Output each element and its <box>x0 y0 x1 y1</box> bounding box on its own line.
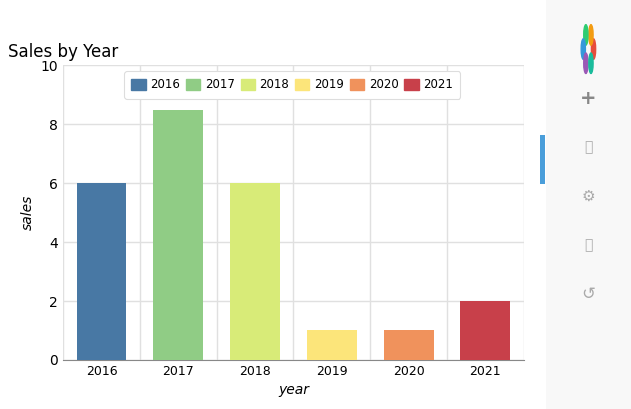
Bar <box>307 330 357 360</box>
Text: 💾: 💾 <box>584 238 593 252</box>
X-axis label: year: year <box>278 383 309 397</box>
Circle shape <box>581 39 586 59</box>
Y-axis label: sales: sales <box>21 195 35 230</box>
Text: +: + <box>580 89 597 108</box>
Text: ⚙: ⚙ <box>582 189 595 204</box>
Circle shape <box>591 39 596 59</box>
Text: 🔍: 🔍 <box>584 140 593 154</box>
Bar <box>384 330 433 360</box>
Legend: 2016, 2017, 2018, 2019, 2020, 2021: 2016, 2017, 2018, 2019, 2020, 2021 <box>124 71 460 99</box>
Bar <box>153 110 203 360</box>
Text: Sales by Year: Sales by Year <box>8 43 118 61</box>
Circle shape <box>589 53 593 74</box>
Bar <box>230 183 280 360</box>
Circle shape <box>589 25 593 45</box>
Bar <box>76 183 126 360</box>
Circle shape <box>584 25 588 45</box>
Circle shape <box>584 53 588 74</box>
Text: ↺: ↺ <box>582 285 595 303</box>
Bar <box>461 301 510 360</box>
